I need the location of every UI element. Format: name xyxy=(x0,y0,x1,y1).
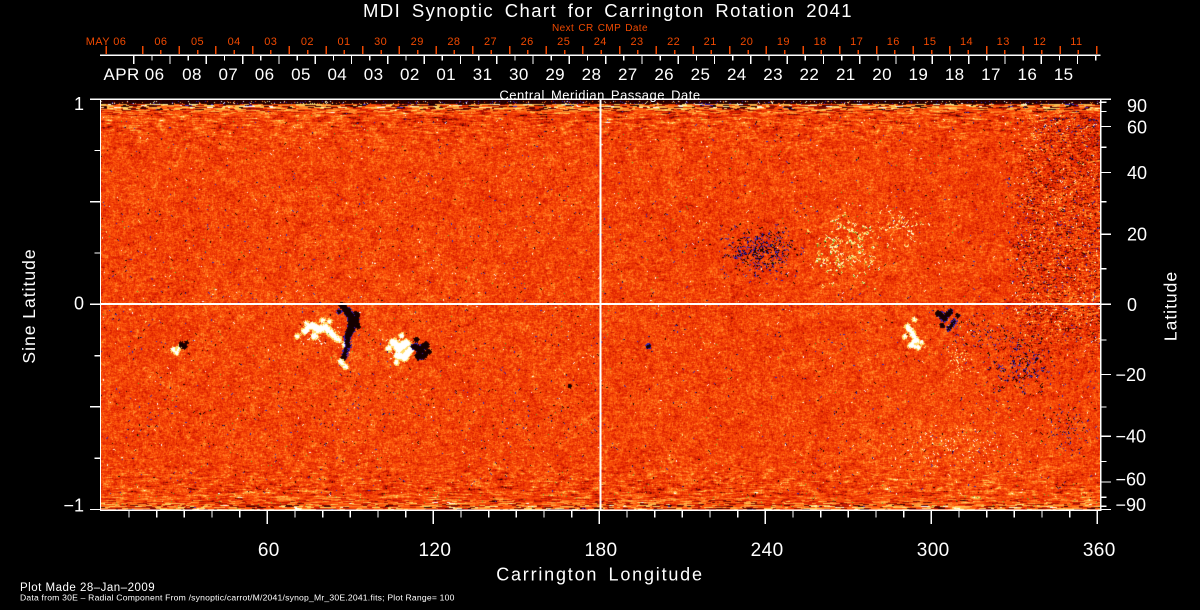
svg-text:26: 26 xyxy=(521,36,534,48)
svg-text:16: 16 xyxy=(1018,65,1038,84)
svg-text:60: 60 xyxy=(1127,118,1147,138)
svg-text:16: 16 xyxy=(887,36,900,48)
svg-text:31: 31 xyxy=(473,65,493,84)
svg-text:06: 06 xyxy=(255,65,275,84)
svg-text:20: 20 xyxy=(740,36,753,48)
svg-text:Latitude: Latitude xyxy=(1161,271,1181,341)
svg-text:22: 22 xyxy=(800,65,820,84)
svg-text:27: 27 xyxy=(484,36,497,48)
svg-text:40: 40 xyxy=(1127,163,1147,183)
svg-text:23: 23 xyxy=(763,65,783,84)
svg-text:60: 60 xyxy=(258,540,280,561)
svg-text:02: 02 xyxy=(301,36,314,48)
svg-text:25: 25 xyxy=(557,36,570,48)
svg-text:28: 28 xyxy=(582,65,602,84)
svg-text:14: 14 xyxy=(960,36,973,48)
svg-text:04: 04 xyxy=(327,65,347,84)
svg-text:06: 06 xyxy=(154,36,167,48)
svg-text:01: 01 xyxy=(337,36,350,48)
svg-text:−60: −60 xyxy=(1116,470,1147,490)
svg-text:01: 01 xyxy=(436,65,456,84)
svg-text:0: 0 xyxy=(1127,295,1137,315)
svg-text:12: 12 xyxy=(1033,36,1046,48)
svg-text:21: 21 xyxy=(836,65,856,84)
svg-text:02: 02 xyxy=(400,65,420,84)
svg-text:05: 05 xyxy=(191,36,204,48)
svg-text:240: 240 xyxy=(751,540,784,561)
svg-text:Data from 30E – Radial Compone: Data from 30E – Radial Component From /s… xyxy=(20,593,455,603)
svg-text:Plot Made 28–Jan–2009: Plot Made 28–Jan–2009 xyxy=(20,582,155,594)
svg-text:30: 30 xyxy=(509,65,529,84)
svg-text:MDI Synoptic Chart for Carring: MDI Synoptic Chart for Carrington Rotati… xyxy=(363,0,853,21)
svg-text:1: 1 xyxy=(74,94,84,114)
svg-text:−90: −90 xyxy=(1116,495,1147,515)
svg-text:−40: −40 xyxy=(1116,427,1147,447)
svg-text:120: 120 xyxy=(418,540,451,561)
svg-text:04: 04 xyxy=(228,36,241,48)
svg-text:Sine Latitude: Sine Latitude xyxy=(19,248,39,363)
svg-text:360: 360 xyxy=(1083,540,1116,561)
svg-text:25: 25 xyxy=(691,65,711,84)
svg-text:Central Meridian Passage Date: Central Meridian Passage Date xyxy=(499,88,700,103)
svg-text:29: 29 xyxy=(411,36,424,48)
svg-text:19: 19 xyxy=(909,65,929,84)
svg-text:29: 29 xyxy=(545,65,565,84)
svg-text:−1: −1 xyxy=(63,496,84,516)
svg-text:90: 90 xyxy=(1127,96,1147,116)
svg-text:07: 07 xyxy=(218,65,238,84)
svg-text:23: 23 xyxy=(630,36,643,48)
svg-text:15: 15 xyxy=(1054,65,1074,84)
svg-text:08: 08 xyxy=(182,65,202,84)
svg-text:24: 24 xyxy=(594,36,607,48)
svg-text:17: 17 xyxy=(981,65,1001,84)
svg-text:18: 18 xyxy=(814,36,827,48)
svg-text:APR 06: APR 06 xyxy=(104,65,165,84)
svg-text:MAY 06: MAY 06 xyxy=(86,36,127,48)
svg-text:−20: −20 xyxy=(1116,365,1147,385)
svg-text:03: 03 xyxy=(364,65,384,84)
svg-text:19: 19 xyxy=(777,36,790,48)
svg-text:11: 11 xyxy=(1070,36,1082,48)
svg-text:21: 21 xyxy=(704,36,717,48)
svg-text:15: 15 xyxy=(923,36,936,48)
svg-text:18: 18 xyxy=(945,65,965,84)
svg-text:27: 27 xyxy=(618,65,638,84)
svg-text:05: 05 xyxy=(291,65,311,84)
svg-text:30: 30 xyxy=(374,36,387,48)
svg-text:26: 26 xyxy=(654,65,674,84)
svg-text:22: 22 xyxy=(667,36,680,48)
svg-text:Next CR CMP Date: Next CR CMP Date xyxy=(552,23,648,34)
svg-text:0: 0 xyxy=(74,294,84,314)
svg-text:28: 28 xyxy=(447,36,460,48)
svg-text:13: 13 xyxy=(997,36,1010,48)
svg-text:24: 24 xyxy=(727,65,747,84)
svg-text:17: 17 xyxy=(850,36,863,48)
svg-text:300: 300 xyxy=(917,540,950,561)
svg-text:20: 20 xyxy=(1127,225,1147,245)
svg-text:20: 20 xyxy=(872,65,892,84)
svg-text:03: 03 xyxy=(264,36,277,48)
svg-text:180: 180 xyxy=(585,540,618,561)
svg-text:Carrington Longitude: Carrington Longitude xyxy=(496,565,704,585)
